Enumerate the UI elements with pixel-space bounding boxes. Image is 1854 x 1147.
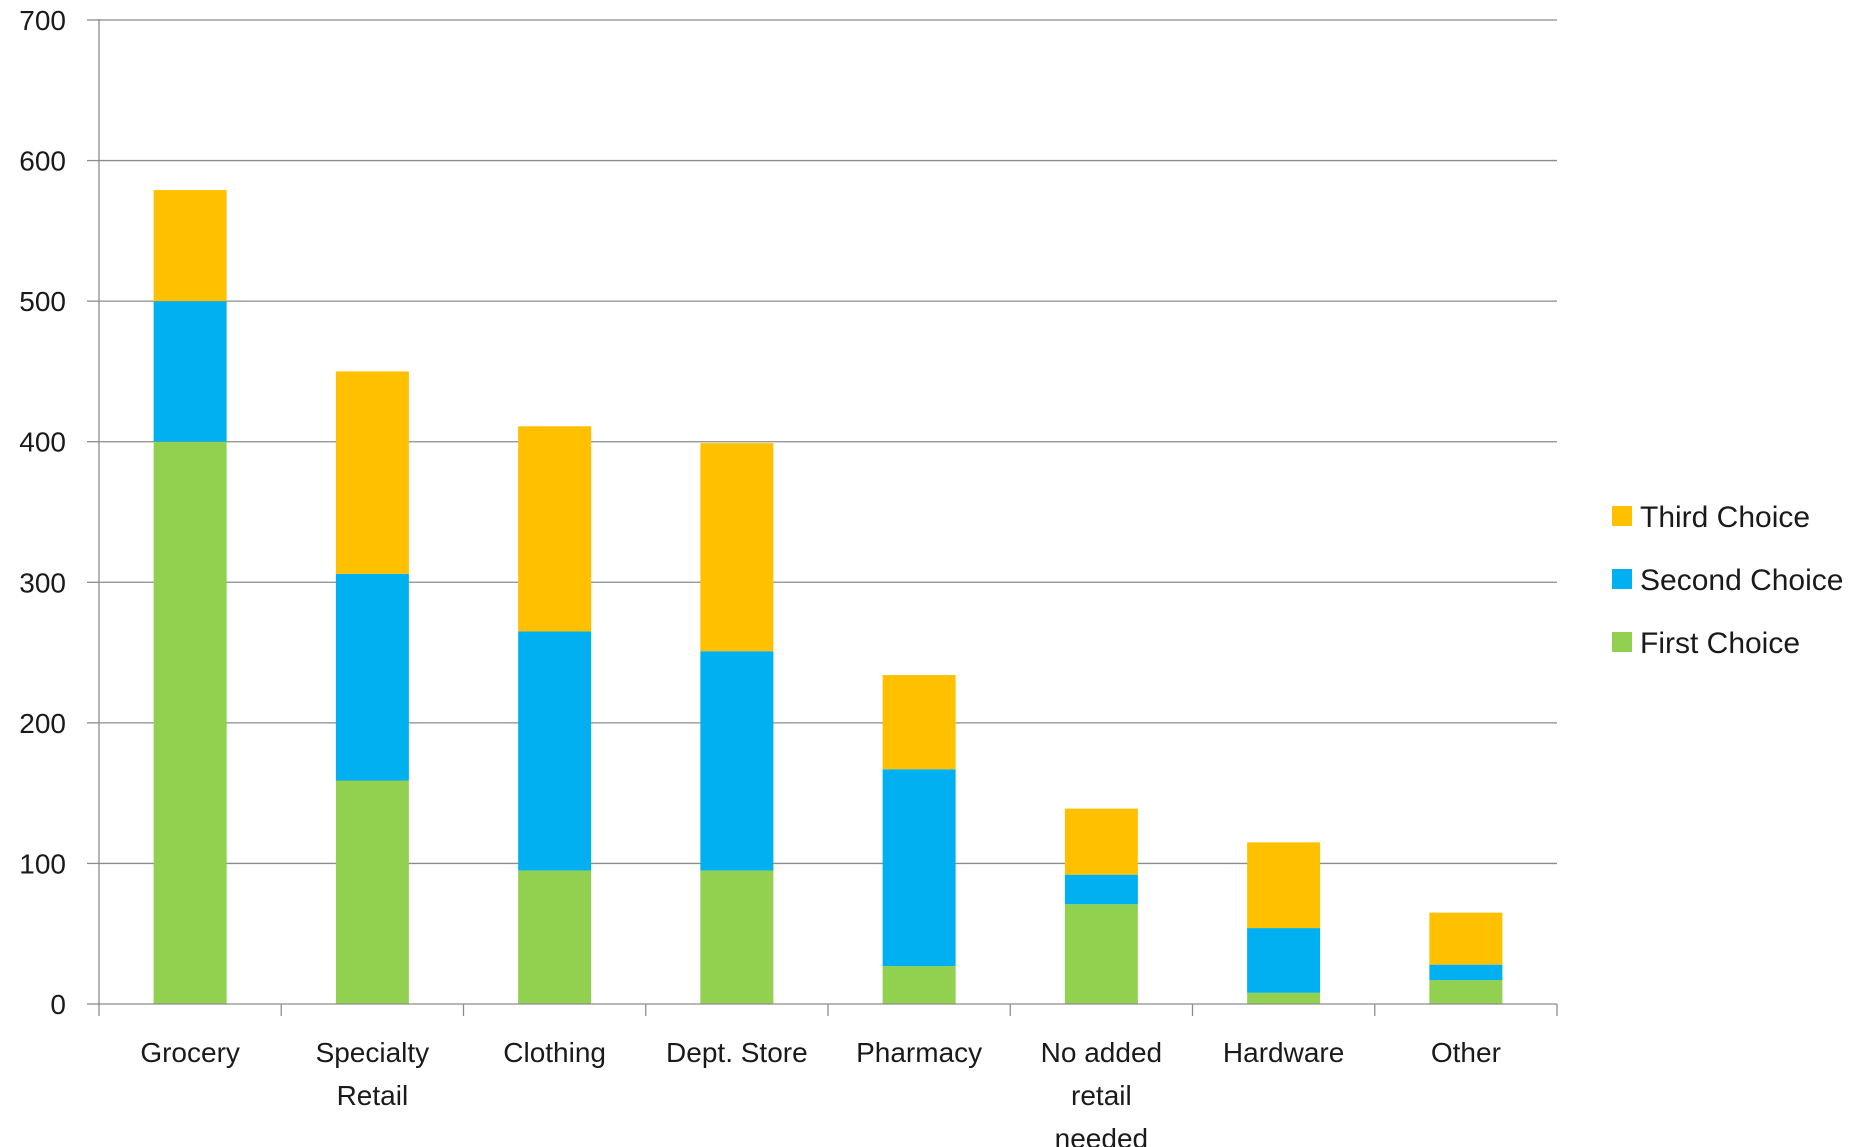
axes: 0 100 200 300 400 500 600 700 Grocery Specialty Re… (19, 5, 1558, 1147)
bars (153, 190, 1503, 1004)
bar-segment-first-choice (700, 870, 774, 1004)
bar-segment-first-choice (882, 966, 956, 1004)
bar-segment-first-choice (1247, 992, 1321, 1004)
legend: Third Choice Second Choice First Choice (1612, 501, 1843, 660)
bar-segment-third-choice (153, 190, 227, 302)
bar-segment-second-choice (335, 573, 409, 781)
x-tick-label: Retail (337, 1080, 409, 1111)
legend-label: Second Choice (1640, 564, 1843, 597)
legend-swatch (1612, 632, 1632, 652)
x-tick-label: Pharmacy (856, 1037, 982, 1068)
bar-segment-third-choice (1247, 842, 1321, 929)
bar-segment-second-choice (700, 651, 774, 871)
y-tick-label: 700 (19, 5, 66, 36)
y-tick-label: 0 (50, 989, 66, 1020)
y-tick-label: 200 (19, 708, 66, 739)
bar-segment-third-choice (1064, 808, 1138, 875)
x-tick-label: retail (1071, 1080, 1132, 1111)
x-tick-label: Dept. Store (666, 1037, 808, 1068)
bar-segment-first-choice (153, 441, 227, 1004)
bar-segment-third-choice (335, 371, 409, 574)
x-tick-label: needed (1055, 1123, 1148, 1147)
x-tick-label: Clothing (503, 1037, 606, 1068)
y-tick-label: 600 (19, 146, 66, 177)
x-tick-label: Other (1431, 1037, 1501, 1068)
bar-segment-third-choice (518, 426, 592, 632)
bar-segment-first-choice (518, 870, 592, 1004)
x-tick-label: Specialty (316, 1037, 430, 1068)
y-tick-label: 400 (19, 427, 66, 458)
bar-segment-third-choice (700, 443, 774, 652)
bar-segment-third-choice (882, 675, 956, 770)
gridlines (99, 19, 1557, 865)
y-tick-label: 300 (19, 567, 66, 598)
legend-swatch (1612, 506, 1632, 526)
bar-segment-second-choice (153, 301, 227, 442)
legend-label: First Choice (1640, 627, 1800, 660)
y-tick-label: 500 (19, 286, 66, 317)
legend-swatch (1612, 569, 1632, 589)
bar-segment-first-choice (1429, 980, 1503, 1004)
x-tick-label: Hardware (1223, 1037, 1344, 1068)
x-tick-label: No added (1041, 1037, 1162, 1068)
bar-segment-second-choice (882, 769, 956, 967)
bar-segment-second-choice (1429, 964, 1503, 981)
bar-segment-first-choice (335, 780, 409, 1004)
bar-segment-second-choice (518, 631, 592, 871)
y-tick-label: 100 (19, 848, 66, 879)
bar-segment-third-choice (1429, 912, 1503, 965)
bar-segment-second-choice (1247, 928, 1321, 993)
x-tick-label: Grocery (140, 1037, 240, 1068)
bar-segment-first-choice (1064, 904, 1138, 1004)
bar-segment-second-choice (1064, 874, 1138, 905)
legend-label: Third Choice (1640, 501, 1810, 534)
